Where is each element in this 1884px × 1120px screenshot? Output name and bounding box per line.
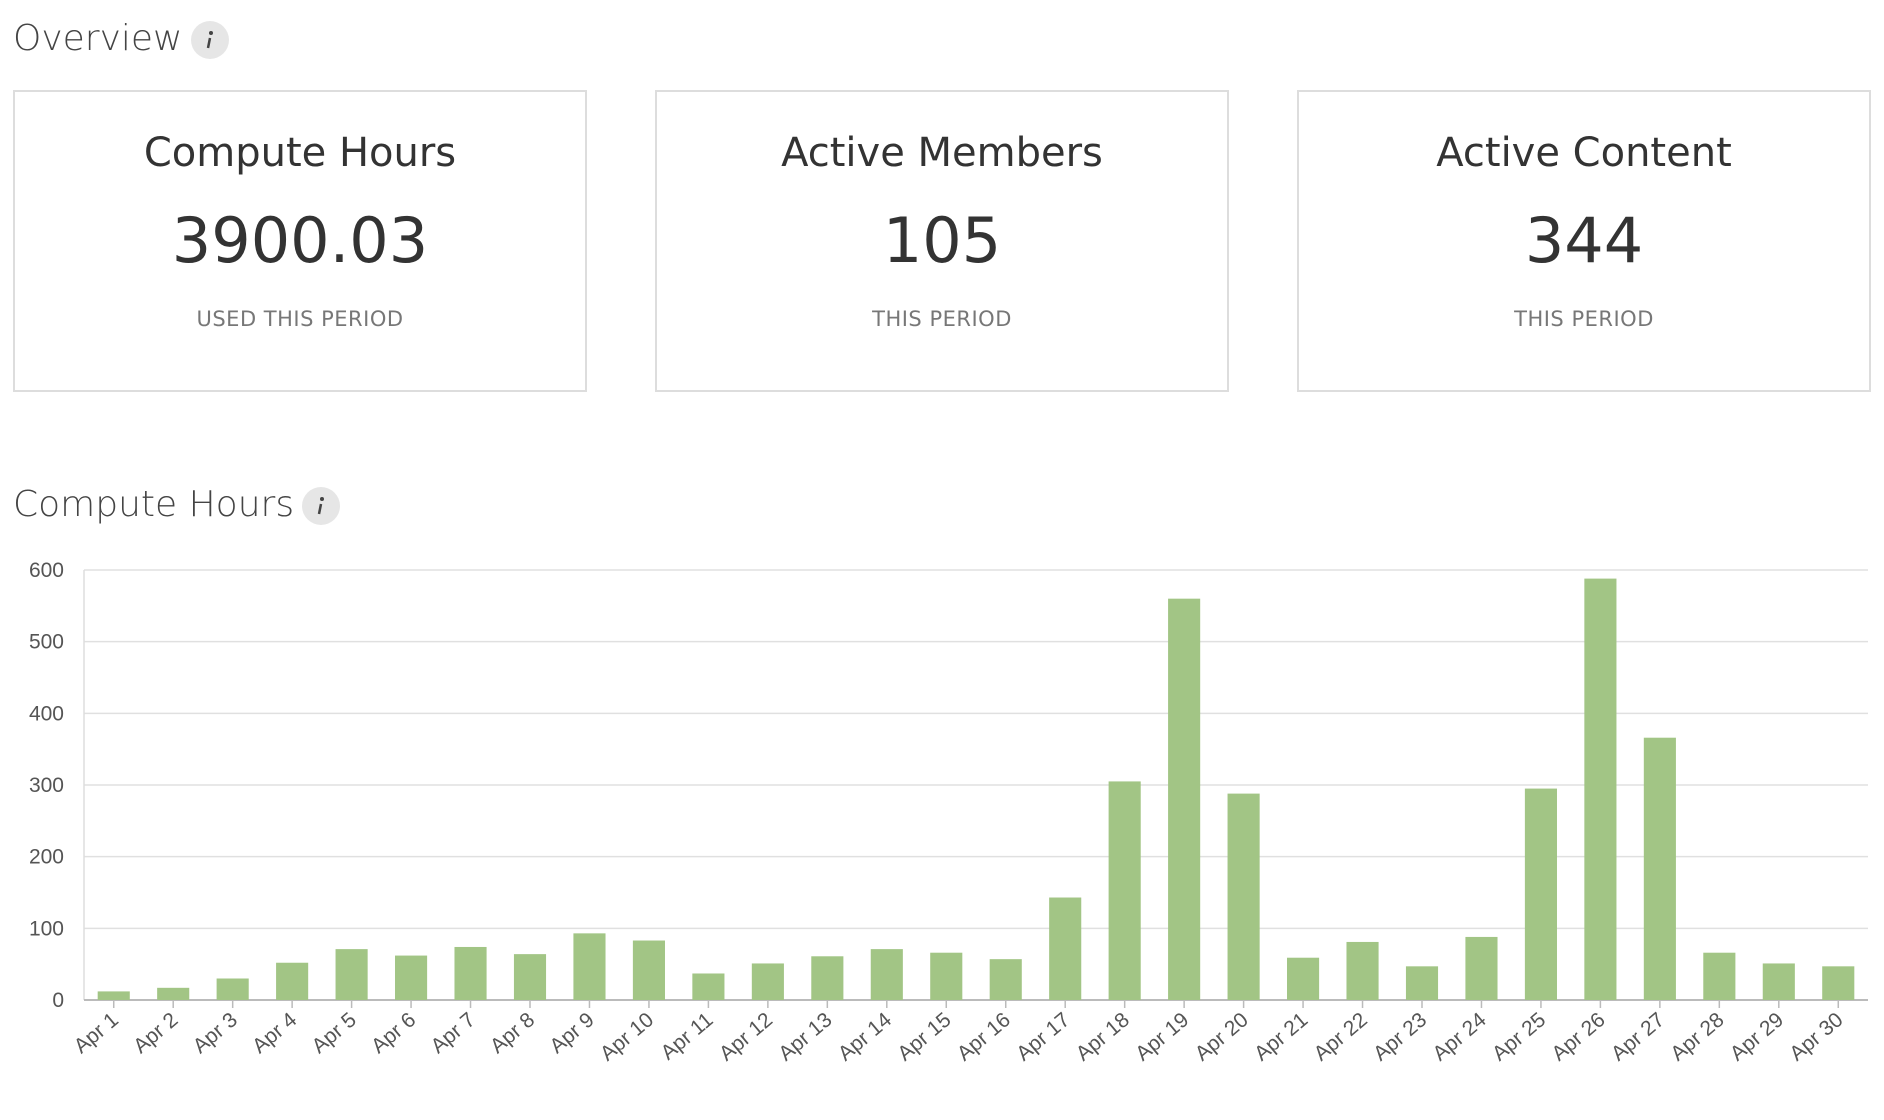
bar (395, 955, 428, 1000)
x-tick-label: Apr 16 (953, 1008, 1015, 1065)
x-tick-label: Apr 12 (715, 1008, 777, 1065)
x-tick-label: Apr 19 (1131, 1008, 1193, 1065)
x-tick-label: Apr 26 (1547, 1008, 1609, 1065)
card-value: 105 (882, 204, 1002, 277)
section-title: Overview (13, 18, 183, 59)
card-caption: USED THIS PERIOD (196, 307, 404, 331)
bar (276, 962, 309, 1000)
card-caption: THIS PERIOD (1514, 307, 1654, 331)
bar (454, 946, 487, 1000)
info-icon[interactable] (191, 21, 229, 59)
x-tick-label: Apr 7 (427, 1008, 480, 1058)
x-tick-label: Apr 30 (1785, 1008, 1847, 1065)
y-tick-label: 400 (29, 702, 64, 725)
x-tick-label: Apr 27 (1607, 1008, 1669, 1065)
bar (1049, 897, 1082, 1000)
x-tick-label: Apr 17 (1012, 1008, 1074, 1065)
bar (751, 963, 784, 1000)
bar (692, 973, 725, 1000)
bar (216, 978, 249, 1000)
bar (97, 991, 130, 1000)
x-tick-label: Apr 5 (308, 1008, 361, 1058)
y-tick-label: 0 (52, 989, 64, 1012)
y-tick-label: 300 (29, 774, 64, 797)
bar (1287, 957, 1320, 1000)
x-tick-label: Apr 9 (545, 1008, 598, 1058)
card-value: 344 (1524, 204, 1644, 277)
bar (1168, 598, 1201, 1000)
bar (1703, 952, 1736, 1000)
x-tick-label: Apr 1 (70, 1008, 123, 1058)
x-tick-label: Apr 24 (1428, 1008, 1490, 1066)
x-tick-label: Apr 15 (893, 1008, 955, 1065)
x-tick-label: Apr 23 (1369, 1008, 1431, 1065)
bar (1524, 788, 1557, 1000)
chart-title: Compute Hours (13, 484, 295, 525)
x-tick-label: Apr 25 (1488, 1008, 1550, 1065)
stat-card: Compute Hours 3900.03 USED THIS PERIOD (13, 90, 587, 392)
card-title: Compute Hours (143, 130, 457, 176)
bar (1465, 936, 1498, 1000)
card-title: Active Content (1436, 130, 1732, 176)
card-title: Active Members (781, 130, 1103, 176)
bar (632, 940, 665, 1000)
bar (1762, 963, 1795, 1000)
x-tick-label: Apr 4 (248, 1008, 301, 1058)
x-tick-label: Apr 11 (657, 1008, 718, 1064)
bar (870, 949, 903, 1000)
card-value: 3900.03 (171, 204, 429, 277)
x-tick-label: Apr 21 (1250, 1008, 1312, 1065)
x-tick-label: Apr 6 (367, 1008, 420, 1058)
x-tick-label: Apr 8 (486, 1008, 539, 1058)
bar (1227, 793, 1260, 1000)
bar (1405, 966, 1439, 1000)
x-tick-label: Apr 10 (596, 1008, 658, 1065)
card-caption: THIS PERIOD (872, 307, 1012, 331)
bar (930, 952, 963, 1000)
x-tick-label: Apr 22 (1310, 1008, 1372, 1065)
bar (1346, 941, 1379, 1000)
y-tick-label: 200 (29, 846, 64, 869)
x-tick-label: Apr 20 (1191, 1008, 1253, 1065)
bar (573, 933, 606, 1000)
bar (811, 956, 844, 1000)
y-tick-label: 600 (29, 559, 64, 582)
bar (1643, 737, 1676, 1000)
bar (157, 987, 190, 1000)
x-tick-label: Apr 3 (189, 1008, 242, 1058)
info-icon[interactable] (302, 487, 340, 525)
x-tick-label: Apr 18 (1072, 1008, 1134, 1065)
y-tick-label: 100 (29, 917, 64, 940)
bar (513, 954, 547, 1000)
x-tick-label: Apr 2 (129, 1008, 182, 1058)
bar (335, 949, 368, 1000)
stat-card: Active Content 344 THIS PERIOD (1297, 90, 1871, 392)
bar (1108, 781, 1141, 1000)
bar (1584, 578, 1617, 1000)
bar (989, 959, 1022, 1000)
y-tick-label: 500 (29, 631, 64, 654)
x-tick-label: Apr 29 (1726, 1008, 1788, 1065)
x-tick-label: Apr 13 (774, 1008, 836, 1065)
stat-card: Active Members 105 THIS PERIOD (655, 90, 1229, 392)
bar (1822, 966, 1855, 1000)
x-tick-label: Apr 14 (834, 1008, 896, 1066)
x-tick-label: Apr 28 (1666, 1008, 1728, 1065)
